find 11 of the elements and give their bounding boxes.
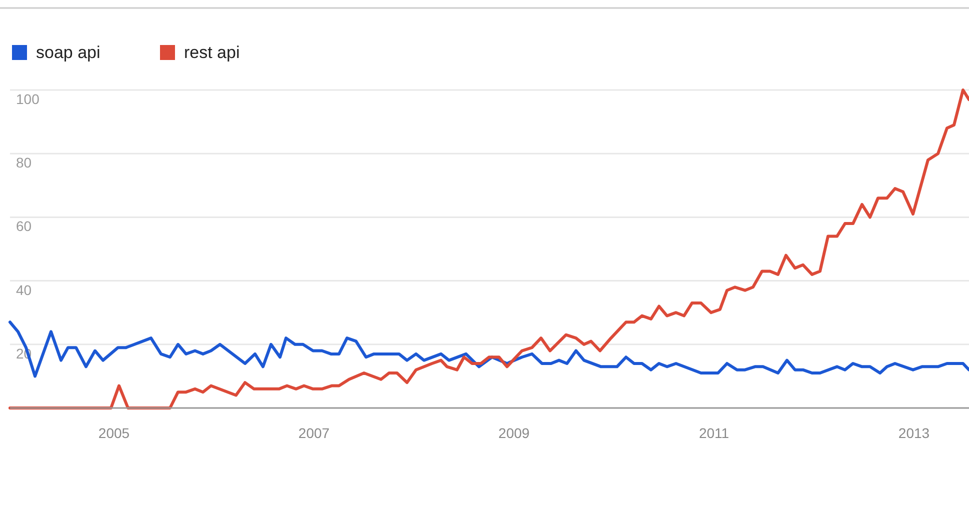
y-tick-label: 40 bbox=[16, 282, 32, 298]
x-tick-label: 2005 bbox=[98, 425, 130, 441]
x-tick-label: 2013 bbox=[898, 425, 930, 441]
y-tick-label: 60 bbox=[16, 218, 32, 234]
x-tick-label: 2007 bbox=[298, 425, 330, 441]
x-tick-label: 2009 bbox=[498, 425, 530, 441]
legend-label: rest api bbox=[184, 43, 240, 62]
y-tick-label: 100 bbox=[16, 91, 40, 107]
y-tick-label: 80 bbox=[16, 154, 32, 171]
x-tick-label: 2011 bbox=[698, 425, 730, 441]
legend-label: soap api bbox=[36, 43, 100, 62]
